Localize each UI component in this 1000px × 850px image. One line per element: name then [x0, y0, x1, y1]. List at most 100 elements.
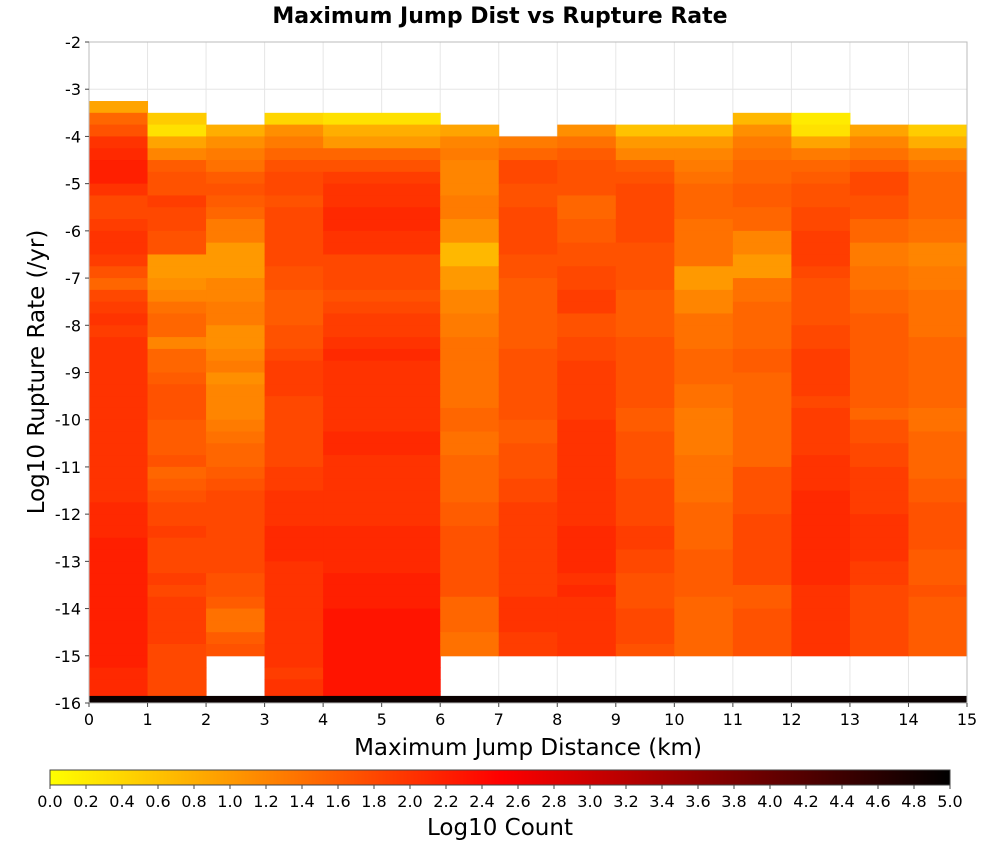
heatmap-cell [498, 608, 558, 621]
heatmap-cell [849, 289, 909, 303]
heatmap-cell [557, 183, 617, 196]
heatmap-cell [674, 632, 734, 645]
heatmap-cell [732, 584, 792, 598]
heatmap-cell [440, 301, 500, 314]
heatmap-cell [615, 620, 675, 633]
heatmap-cell [147, 431, 207, 444]
heatmap-cell [732, 112, 792, 126]
heatmap-cell [674, 230, 734, 244]
colorbar-tick-label: 4.0 [757, 792, 782, 811]
heatmap-cell [557, 230, 617, 244]
heatmap-cell [264, 313, 324, 326]
heatmap-cell [908, 278, 968, 291]
heatmap-cell [732, 419, 792, 433]
heatmap-cell [849, 561, 909, 574]
heatmap-cell [89, 148, 149, 161]
heatmap-cell [615, 183, 675, 196]
heatmap-cell [849, 502, 909, 515]
heatmap-cell [557, 301, 617, 314]
heatmap-cell [264, 160, 324, 173]
heatmap-cell [615, 502, 675, 515]
y-tick-label: -15 [55, 647, 81, 666]
heatmap-cell [849, 160, 909, 173]
heatmap-cell [674, 301, 734, 314]
heatmap-cell [440, 431, 500, 444]
heatmap-cell [323, 160, 441, 173]
heatmap-cell [791, 419, 851, 433]
heatmap-cell [498, 620, 558, 633]
heatmap-cell [615, 455, 675, 468]
heatmap-cell [440, 466, 500, 480]
heatmap-cell [674, 183, 734, 196]
heatmap-cell [908, 183, 968, 196]
heatmap-cell [147, 667, 207, 680]
x-tick-label: 3 [260, 710, 270, 729]
heatmap-cell [732, 219, 792, 232]
heatmap-cell [264, 136, 324, 149]
heatmap-cell [206, 632, 266, 645]
heatmap-cell [264, 289, 324, 303]
heatmap-cell [206, 266, 266, 279]
heatmap-cell [264, 219, 324, 232]
heatmap-cell [440, 195, 500, 208]
y-tick-label: -16 [55, 694, 81, 713]
heatmap-cell [206, 313, 266, 326]
heatmap-cell [732, 620, 792, 633]
heatmap-cell [323, 171, 441, 185]
heatmap-cell [615, 337, 675, 350]
heatmap-cell [89, 632, 149, 645]
heatmap-cell [498, 242, 558, 255]
heatmap-cell [323, 384, 441, 397]
x-tick-label: 1 [142, 710, 152, 729]
heatmap-cell [147, 301, 207, 314]
heatmap-cell [498, 195, 558, 208]
heatmap-cell [147, 254, 207, 267]
colorbar-tick-label: 1.8 [361, 792, 386, 811]
heatmap-cell [206, 384, 266, 397]
heatmap-cell [89, 584, 149, 598]
heatmap-cell [206, 230, 266, 244]
heatmap-cell [557, 278, 617, 291]
heatmap-cell [440, 514, 500, 527]
x-tick-label: 12 [781, 710, 801, 729]
heatmap-cell [791, 549, 851, 562]
heatmap-cell [323, 148, 441, 161]
heatmap-cell [557, 160, 617, 173]
heatmap-cell [615, 219, 675, 232]
heatmap-cell [206, 348, 266, 362]
heatmap-cell [908, 608, 968, 621]
heatmap-cell [89, 254, 149, 267]
heatmap-cell [498, 325, 558, 338]
heatmap-cell [557, 372, 617, 385]
heatmap-cell [615, 466, 675, 480]
heatmap-cell [557, 502, 617, 515]
heatmap-cell [674, 596, 734, 610]
heatmap-cell [264, 372, 324, 385]
heatmap-cell [323, 643, 441, 657]
heatmap-cell [908, 514, 968, 527]
heatmap-cell [615, 266, 675, 279]
heatmap-cell [791, 313, 851, 326]
heatmap-cell [908, 230, 968, 244]
heatmap-cell [498, 207, 558, 220]
heatmap-cell [791, 195, 851, 208]
heatmap-cell [557, 643, 617, 657]
heatmap-cell [323, 372, 441, 385]
heatmap-cell [732, 537, 792, 551]
heatmap-cell [264, 679, 324, 692]
heatmap-cell [264, 655, 324, 669]
colorbar-tick-label: 1.0 [217, 792, 242, 811]
heatmap-cell [732, 313, 792, 326]
heatmap-cell [89, 313, 149, 326]
heatmap-cell [791, 242, 851, 255]
heatmap-cell [89, 679, 149, 692]
heatmap-cell [732, 230, 792, 244]
heatmap-cell [557, 561, 617, 574]
heatmap-cell [732, 207, 792, 220]
heatmap-cell [264, 384, 324, 397]
heatmap-cell [440, 313, 500, 326]
heatmap-cell [908, 407, 968, 421]
heatmap-cell [732, 124, 792, 137]
heatmap-cell [732, 325, 792, 338]
heatmap-cell [89, 561, 149, 574]
